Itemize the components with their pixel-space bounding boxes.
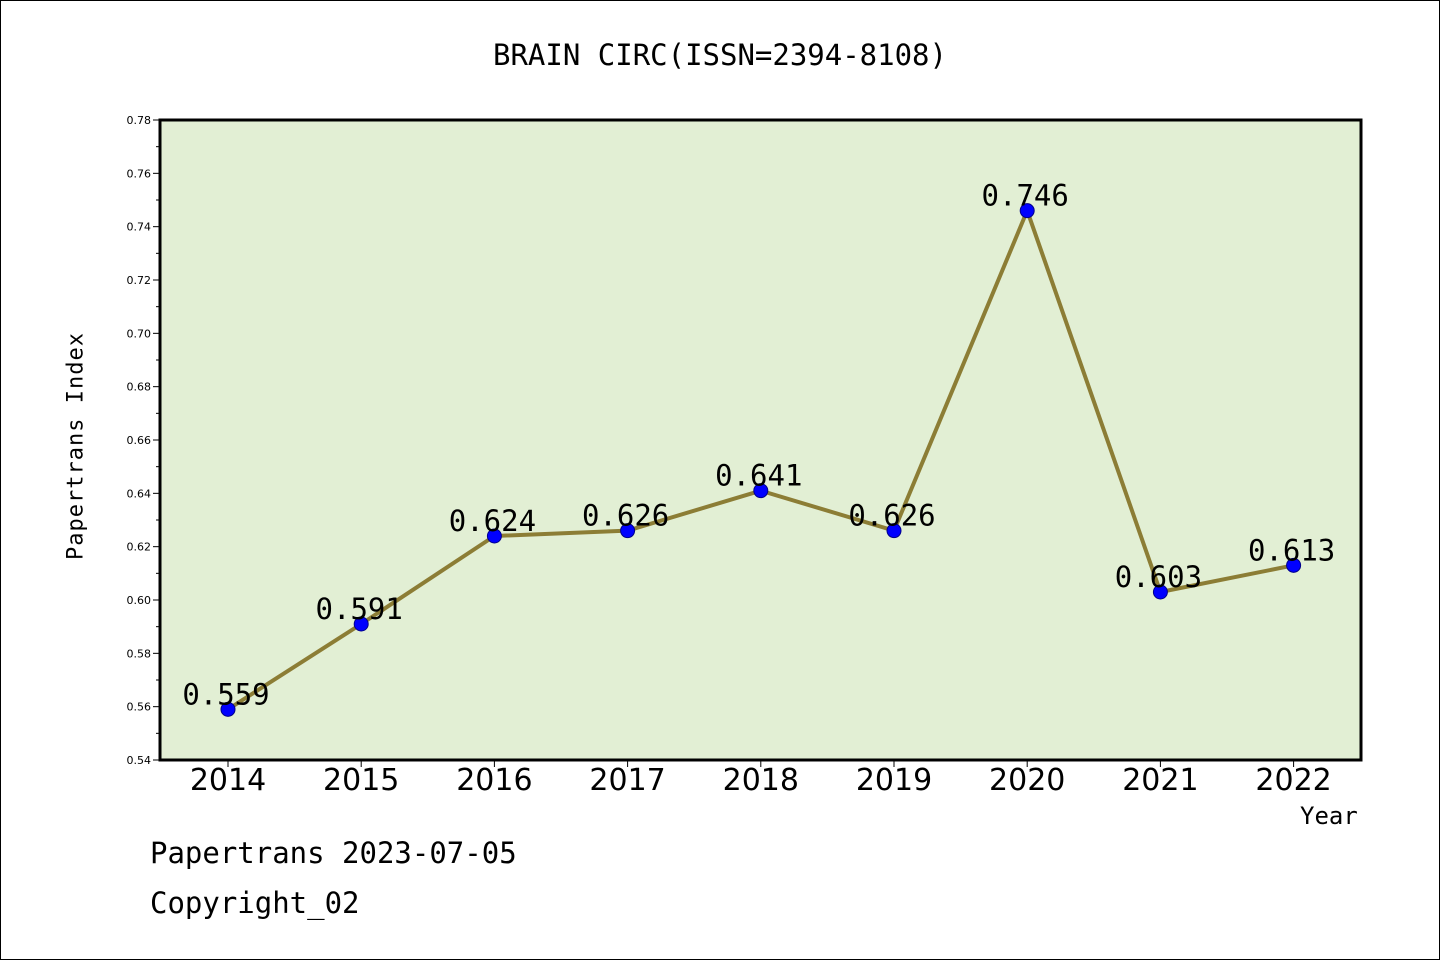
- footer-date: Papertrans 2023-07-05: [150, 836, 517, 870]
- y-tick-label: 0.64: [127, 487, 152, 500]
- y-tick-label: 0.68: [127, 381, 152, 394]
- x-tick-label: 2021: [1122, 763, 1198, 798]
- data-point-marker: [886, 523, 902, 539]
- y-tick-label: 0.60: [127, 594, 152, 607]
- data-label: 0.613: [1248, 533, 1335, 567]
- y-tick-label: 0.58: [127, 647, 152, 660]
- y-tick-label: 0.74: [127, 221, 152, 234]
- y-tick-label: 0.56: [127, 701, 152, 714]
- x-tick-label: 2020: [989, 763, 1065, 798]
- x-tick-label: 2016: [456, 763, 532, 798]
- x-tick-label: 2019: [856, 763, 932, 798]
- y-tick-label: 0.72: [127, 274, 152, 287]
- data-label: 0.626: [582, 499, 669, 533]
- y-tick-label: 0.66: [127, 434, 152, 447]
- y-tick-label: 0.70: [127, 327, 152, 340]
- x-tick-label: 2014: [190, 763, 266, 798]
- data-label: 0.603: [1115, 560, 1202, 594]
- data-label: 0.746: [982, 179, 1069, 213]
- data-point-marker: [620, 523, 636, 539]
- data-point-marker: [753, 483, 769, 499]
- y-tick-label: 0.76: [127, 167, 152, 180]
- data-point-marker: [1152, 584, 1168, 600]
- data-point-marker: [353, 616, 369, 632]
- data-label: 0.624: [449, 504, 536, 538]
- data-point-marker: [486, 528, 502, 544]
- data-point-marker: [220, 701, 236, 717]
- x-tick-label: 2018: [723, 763, 799, 798]
- footer-copyright: Copyright_02: [150, 886, 360, 920]
- y-tick-label: 0.54: [127, 754, 152, 767]
- data-label: 0.591: [316, 592, 403, 626]
- data-label: 0.626: [848, 499, 935, 533]
- plot-area: [160, 120, 1361, 760]
- x-axis-label: Year: [1300, 802, 1358, 830]
- data-label: 0.559: [182, 677, 269, 711]
- x-tick-label: 2015: [323, 763, 399, 798]
- x-tick-label: 2017: [589, 763, 665, 798]
- y-axis-label: Papertrans Index: [63, 332, 89, 560]
- y-tick-label: 0.78: [127, 114, 152, 127]
- plot-border: [158, 118, 1363, 762]
- x-tick-label: 2022: [1255, 763, 1331, 798]
- data-point-marker: [1286, 557, 1302, 573]
- y-tick-label: 0.62: [127, 541, 152, 554]
- data-label: 0.641: [715, 459, 802, 493]
- data-point-marker: [1019, 203, 1035, 219]
- chart-title: BRAIN CIRC(ISSN=2394-8108): [493, 38, 947, 72]
